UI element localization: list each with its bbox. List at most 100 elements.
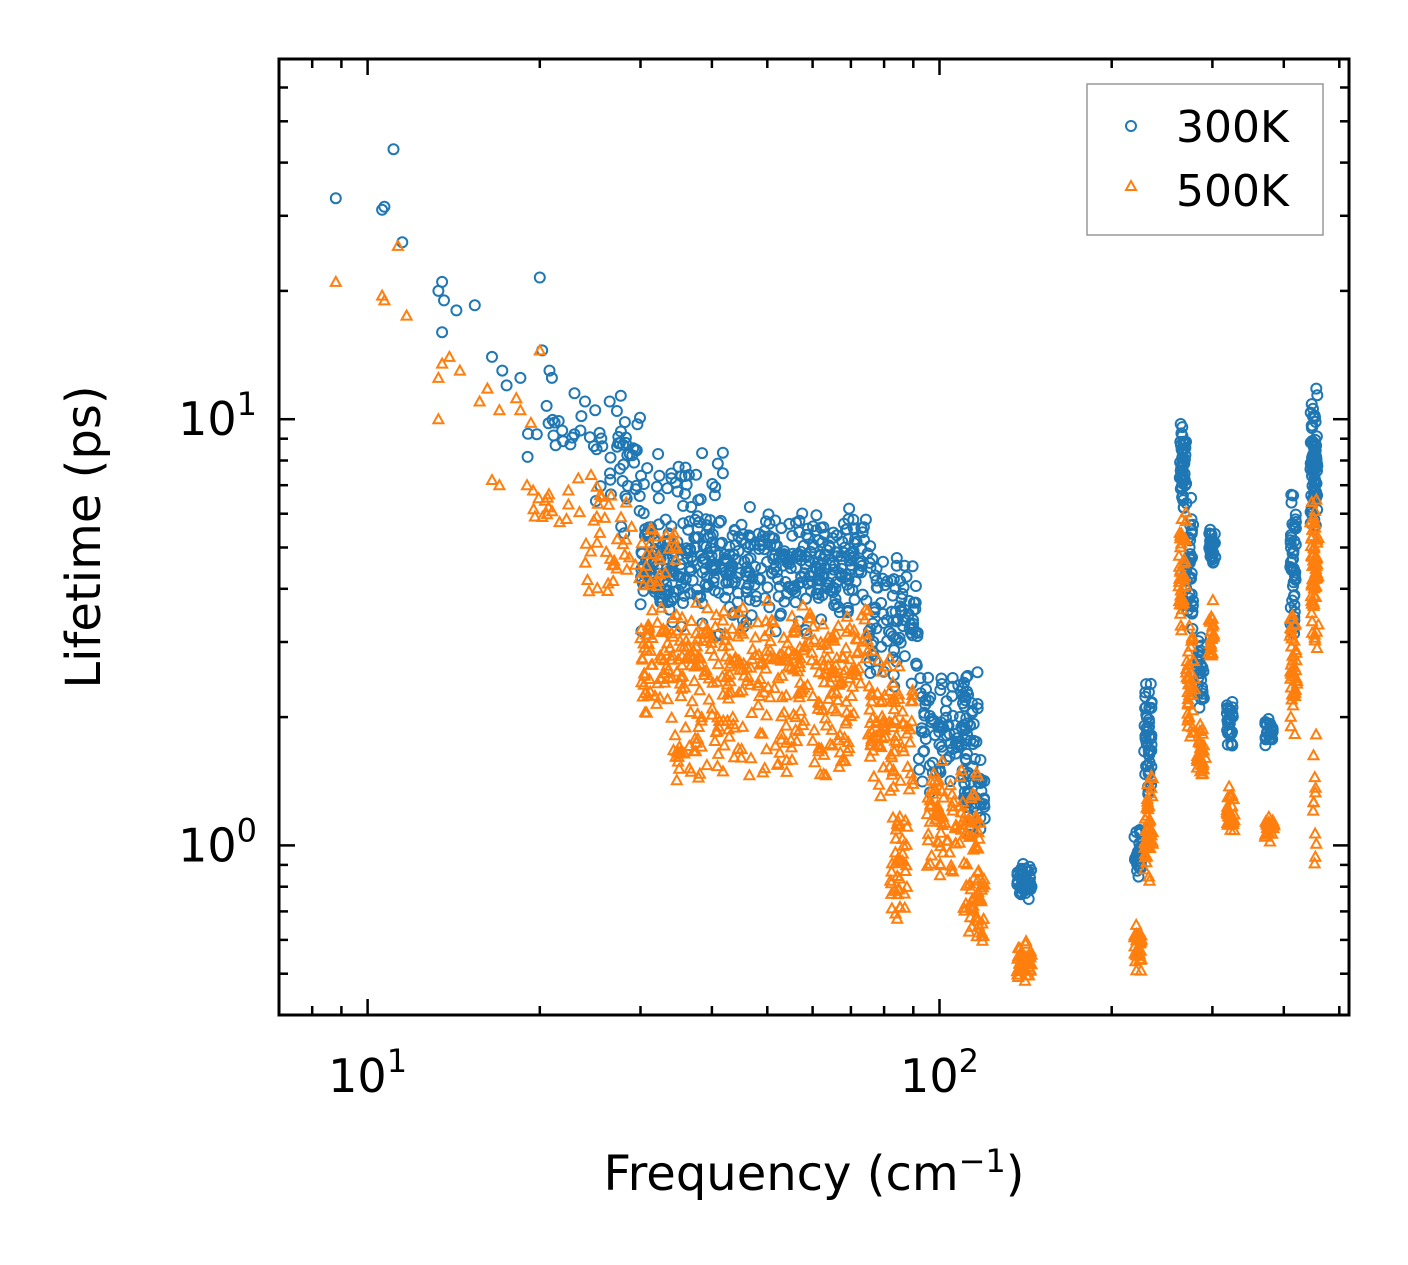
data-point-500k [923, 793, 937, 806]
data-point-500k [672, 761, 686, 774]
data-point-300k [1306, 456, 1319, 469]
data-point-500k [650, 529, 664, 542]
data-point-500k [641, 618, 655, 631]
data-point-500k [1184, 633, 1199, 646]
data-point-300k [738, 555, 751, 568]
data-point-300k [545, 371, 558, 384]
data-point-300k [864, 540, 877, 553]
data-point-500k [616, 537, 630, 550]
data-point-300k [621, 449, 634, 462]
data-point-500k [526, 502, 541, 515]
data-point-500k [671, 623, 685, 636]
data-point-300k [883, 625, 895, 638]
data-point-500k [771, 652, 785, 665]
data-point-500k [680, 650, 695, 663]
data-point-300k [641, 462, 654, 475]
data-point-500k [780, 753, 794, 766]
data-point-500k [584, 467, 598, 480]
data-point-500k [690, 632, 705, 645]
data-point-500k [526, 483, 540, 496]
data-point-300k [964, 719, 977, 732]
data-point-300k [595, 432, 608, 445]
data-point-300k [978, 775, 991, 787]
data-point-300k [789, 561, 802, 574]
data-point-500k [1227, 807, 1241, 820]
data-point-500k [644, 521, 658, 534]
data-point-300k [773, 550, 785, 563]
data-point-500k [694, 739, 709, 752]
data-point-300k [533, 271, 546, 284]
data-point-500k [812, 665, 826, 678]
data-point-500k [707, 648, 721, 661]
data-point-500k [777, 705, 791, 718]
data-point-500k [960, 857, 974, 870]
data-point-300k [843, 554, 856, 567]
data-point-500k [1184, 664, 1198, 677]
data-point-500k [692, 719, 706, 732]
data-point-500k [702, 671, 716, 684]
data-point-500k [696, 617, 710, 630]
data-point-500k [607, 557, 621, 570]
data-point-300k [1311, 389, 1324, 402]
data-point-300k [732, 587, 745, 600]
data-point-500k [650, 615, 665, 628]
data-point-500k [635, 536, 649, 549]
data-point-300k [743, 501, 756, 513]
data-point-500k [571, 471, 585, 484]
data-point-300k [753, 539, 766, 552]
data-point-500k [698, 664, 712, 677]
data-point-300k [888, 644, 901, 657]
data-point-500k [578, 555, 592, 568]
data-point-300k [829, 593, 842, 605]
data-point-500k [1283, 664, 1298, 677]
data-point-300k [890, 552, 903, 564]
data-point-300k [748, 578, 761, 591]
data-point-500k [717, 738, 731, 751]
data-point-300k [789, 596, 802, 609]
data-point-500k [1309, 492, 1324, 505]
data-point-500k [886, 675, 900, 688]
data-point-500k [632, 571, 647, 584]
data-point-300k [906, 560, 919, 573]
data-point-300k [709, 564, 722, 576]
data-point-500k [965, 894, 980, 907]
data-point-500k [528, 509, 542, 522]
data-point-500k [673, 633, 687, 646]
data-point-300k [1288, 589, 1301, 602]
data-point-500k [639, 558, 653, 571]
data-point-300k [548, 416, 561, 429]
data-point-500k [602, 497, 616, 510]
data-point-500k [590, 479, 604, 492]
data-point-500k [1133, 951, 1147, 964]
data-point-500k [736, 600, 750, 613]
data-point-500k [751, 615, 765, 628]
data-point-500k [694, 626, 708, 639]
data-point-300k [910, 657, 923, 670]
data-point-500k [590, 535, 604, 548]
data-point-300k [830, 575, 843, 588]
data-point-300k [574, 424, 587, 437]
data-point-300k [1203, 541, 1216, 554]
data-point-500k [1308, 520, 1322, 533]
data-point-300k [677, 499, 690, 512]
data-point-300k [708, 489, 721, 502]
legend: 300K 500K [1086, 83, 1324, 236]
data-point-300k [763, 601, 776, 614]
data-point-500k [657, 653, 671, 666]
data-point-500k [850, 646, 864, 659]
data-point-500k [745, 705, 759, 718]
data-point-500k [677, 746, 691, 759]
data-point-300k [712, 586, 725, 599]
data-point-500k [1310, 535, 1324, 548]
data-point-500k [485, 472, 499, 485]
data-point-500k [959, 878, 973, 891]
data-point-300k [784, 562, 797, 575]
data-point-500k [920, 807, 934, 820]
data-point-500k [1304, 531, 1318, 544]
data-point-500k [825, 722, 839, 735]
data-point-500k [552, 515, 567, 528]
data-point-300k [811, 563, 823, 575]
data-point-500k [329, 274, 343, 287]
data-point-500k [840, 609, 854, 622]
